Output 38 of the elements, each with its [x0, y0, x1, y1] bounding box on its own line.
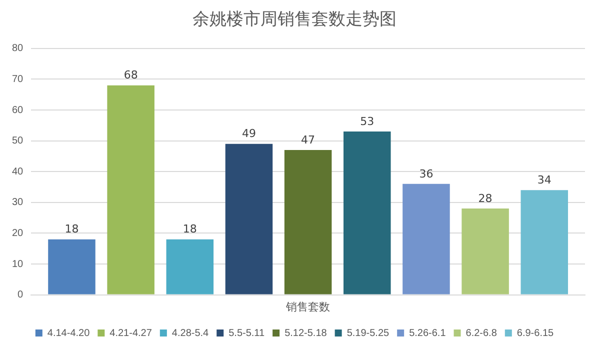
y-tick-label: 60	[12, 104, 24, 116]
legend-label: 4.21-4.27	[110, 328, 152, 339]
data-label: 53	[360, 114, 374, 128]
y-tick-label: 70	[12, 74, 24, 85]
data-label: 47	[301, 133, 316, 146]
data-label: 34	[537, 173, 552, 186]
bar	[402, 184, 450, 294]
data-label: 68	[124, 68, 138, 82]
bar	[520, 190, 568, 294]
y-tick-label: 20	[12, 228, 24, 239]
bar	[107, 85, 154, 294]
y-tick-label: 0	[18, 290, 24, 301]
bar	[462, 208, 509, 294]
legend-label: 4.28-5.4	[172, 328, 210, 339]
bar	[225, 144, 273, 294]
data-label: 28	[478, 192, 492, 205]
y-tick-label: 10	[12, 258, 24, 270]
legend-label: 5.5-5.11	[228, 328, 265, 339]
y-tick-label: 30	[12, 197, 24, 208]
y-tick-label: 40	[12, 166, 24, 178]
data-label: 18	[182, 222, 197, 236]
legend-label: 6.9-6.15	[516, 328, 554, 339]
chart-title: 余姚楼市周销售套数走势图	[192, 10, 396, 30]
data-label: 49	[242, 127, 256, 140]
data-label: 18	[64, 222, 79, 236]
data-label: 36	[419, 167, 434, 180]
legend-label: 5.12-5.18	[284, 328, 328, 339]
y-tick-label: 80	[12, 43, 24, 54]
bar	[284, 150, 332, 294]
y-tick-label: 50	[12, 136, 24, 147]
legend-label: 5.19-5.25	[346, 328, 390, 339]
bar	[344, 132, 391, 294]
x-tick-label: 销售套数	[285, 301, 330, 314]
bar	[48, 239, 96, 294]
legend-label: 6.2-6.8	[466, 328, 498, 339]
legend-label: 5.26-6.1	[409, 328, 446, 339]
bar	[166, 239, 214, 294]
legend-label: 4.14-4.20	[47, 328, 90, 339]
